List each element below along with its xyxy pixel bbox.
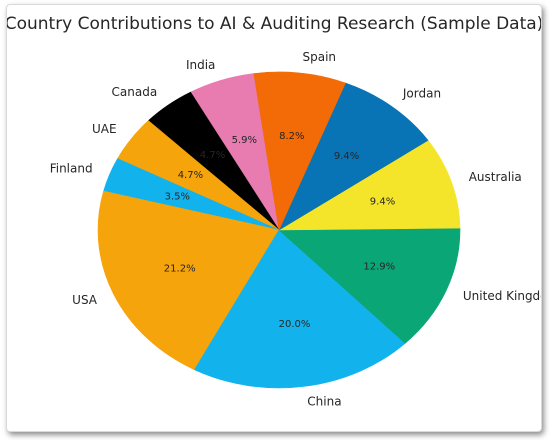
pct-label-finland: 3.5% bbox=[165, 192, 190, 203]
pct-label-united-kingdom: 12.9% bbox=[363, 261, 395, 272]
pie-slices bbox=[97, 71, 461, 389]
slice-label-jordan: Jordan bbox=[402, 87, 441, 101]
pct-label-spain: 8.2% bbox=[279, 131, 304, 142]
slice-label-uae: UAE bbox=[92, 122, 117, 136]
pct-label-uae: 4.7% bbox=[178, 170, 203, 181]
pct-label-usa: 21.2% bbox=[164, 264, 196, 275]
chart-title: Country Contributions to AI & Auditing R… bbox=[7, 14, 541, 34]
pct-label-india: 5.9% bbox=[232, 135, 257, 146]
slice-label-china: China bbox=[307, 395, 341, 409]
pie-chart: Country Contributions to AI & Auditing R… bbox=[7, 14, 541, 409]
pct-label-canada: 4.7% bbox=[200, 150, 225, 161]
pie-labels: India 5.9% Canada 4.7% UAE 4.7% Finland 3.5% USA… bbox=[50, 50, 541, 409]
chart-frame: Country Contributions to AI & Auditing R… bbox=[6, 4, 542, 432]
slice-label-australia: Australia bbox=[469, 170, 522, 184]
pie-slice-usa bbox=[97, 190, 280, 371]
pie-slice-china bbox=[193, 229, 406, 389]
slice-label-usa: USA bbox=[72, 293, 98, 307]
pct-label-jordan: 9.4% bbox=[334, 151, 359, 162]
pie-slice-australia bbox=[277, 139, 461, 231]
slice-label-canada: Canada bbox=[112, 85, 158, 99]
pie-slice-united-kingdom bbox=[278, 227, 461, 344]
pct-label-australia: 9.4% bbox=[370, 196, 395, 207]
slice-label-united-kingdom: United Kingdom bbox=[463, 289, 541, 303]
slice-label-finland: Finland bbox=[50, 162, 93, 176]
pie-slice-spain bbox=[253, 71, 346, 232]
slice-label-spain: Spain bbox=[303, 50, 337, 64]
pct-label-china: 20.0% bbox=[279, 319, 311, 330]
slice-label-india: India bbox=[186, 58, 215, 72]
pie-slice-jordan bbox=[278, 82, 429, 231]
